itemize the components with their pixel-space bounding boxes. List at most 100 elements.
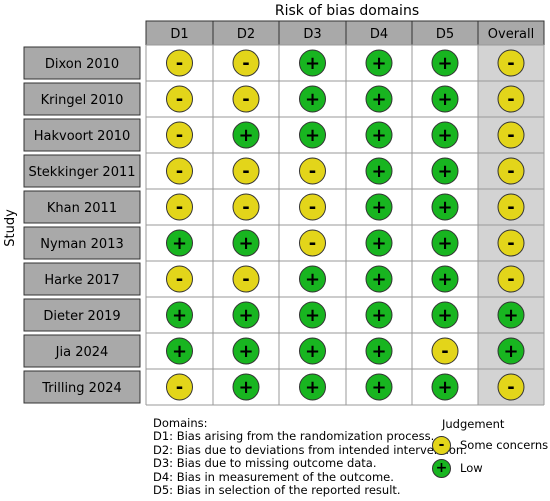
judgement-dot-some-concerns: [299, 157, 326, 185]
judgement-item-some-concerns: - Some concerns: [432, 436, 550, 456]
judgement-symbol: -: [507, 89, 514, 110]
judgement-dot-some-concerns: [166, 49, 193, 77]
judgement-dot-some-concerns: [232, 265, 260, 293]
judgement-dot-low: [365, 337, 393, 365]
column-header-d4: [345, 20, 413, 46]
judgement-dot-low: [166, 301, 193, 329]
judgement-symbol: +: [437, 125, 452, 146]
column-header-label: D1: [170, 27, 188, 42]
judgement-symbol: +: [371, 377, 386, 398]
judgement-symbol: -: [309, 161, 316, 182]
judgement-dot-low: [232, 229, 260, 257]
judgement-dot-low: [431, 193, 459, 221]
judgement-symbol: -: [309, 197, 316, 218]
judgement-symbol: -: [176, 197, 183, 218]
study-label: Stekkinger 2011: [28, 165, 135, 180]
judgement-dot-some-concerns: [232, 193, 260, 221]
judgement-dot-some-concerns: [166, 373, 193, 401]
judgement-dot-low: [365, 193, 393, 221]
study-label: Nyman 2013: [40, 237, 124, 252]
judgement-symbol: -: [176, 89, 183, 110]
judgement-symbol: +: [305, 89, 320, 110]
judgement-symbol: +: [172, 305, 187, 326]
judgement-symbol: +: [172, 341, 187, 362]
judgement-symbol: +: [437, 305, 452, 326]
judgement-label-some-concerns: Some concerns: [460, 438, 549, 452]
judgement-dot-some-concerns: [232, 85, 260, 113]
study-label: Hakvoort 2010: [34, 129, 131, 144]
judgement-symbol: -: [176, 377, 183, 398]
column-header-d5: [411, 20, 479, 46]
study-label-box: [23, 190, 141, 224]
judgement-dot-some-concerns: [431, 337, 459, 365]
judgement-dot-low: [299, 265, 326, 293]
judgement-symbol: -: [507, 233, 514, 254]
judgement-symbol: +: [371, 53, 386, 74]
domain-d2-description: D2: Bias due to deviations from intended…: [153, 442, 467, 457]
study-label: Khan 2011: [47, 201, 117, 216]
judgement-dot-low: [299, 301, 326, 329]
judgement-symbol: +: [305, 341, 320, 362]
judgement-dot-some-concerns: [166, 193, 193, 221]
judgement-dot-low: [365, 49, 393, 77]
judgement-symbol: +: [437, 53, 452, 74]
judgement-item-low: + Low: [432, 459, 550, 479]
minus-icon: -: [432, 436, 451, 455]
judgement-symbol: +: [437, 161, 452, 182]
judgement-dot-low: [431, 229, 459, 257]
judgement-dot-low: [166, 229, 193, 257]
judgement-symbol: +: [371, 305, 386, 326]
judgement-dot-low: [431, 301, 459, 329]
judgement-symbol: +: [503, 341, 518, 362]
study-label: Dieter 2019: [43, 309, 120, 324]
judgement-dot-low: [431, 265, 459, 293]
judgement-symbol: +: [238, 125, 253, 146]
judgement-dot-low: [431, 157, 459, 185]
chart-title: Risk of bias domains: [275, 3, 419, 19]
judgement-symbol: -: [507, 161, 514, 182]
judgement-symbol: +: [371, 125, 386, 146]
domain-d5-description: D5: Bias in selection of the reported re…: [153, 483, 401, 498]
study-label-box: [23, 370, 141, 404]
judgement-symbol: +: [371, 89, 386, 110]
judgement-dot-low: [299, 121, 326, 149]
study-label: Harke 2017: [44, 273, 119, 288]
judgement-dot-low: [232, 373, 260, 401]
judgement-symbol: -: [507, 377, 514, 398]
judgement-symbol: +: [437, 233, 452, 254]
study-label-box: [23, 226, 141, 260]
study-label-box: [23, 262, 141, 296]
judgement-symbol: +: [371, 197, 386, 218]
judgement-dot-some-concerns: [497, 85, 525, 113]
judgement-dot-some-concerns: [166, 121, 193, 149]
study-label-box: [23, 118, 141, 152]
judgement-symbol: +: [371, 233, 386, 254]
judgement-symbol: -: [309, 233, 316, 254]
judgement-symbol: -: [507, 125, 514, 146]
judgement-dot-some-concerns: [497, 373, 525, 401]
judgement-dot-some-concerns: [299, 193, 326, 221]
judgement-dot-some-concerns: [497, 121, 525, 149]
judgement-dot-some-concerns: [497, 49, 525, 77]
judgement-dot-low: [431, 121, 459, 149]
judgement-dot-low: [365, 265, 393, 293]
judgement-symbol: -: [176, 125, 183, 146]
judgement-dot-low: [431, 85, 459, 113]
judgement-symbol: +: [238, 341, 253, 362]
judgement-dot-low: [431, 49, 459, 77]
judgement-dot-low: [365, 157, 393, 185]
study-label-box: [23, 334, 141, 368]
study-label: Dixon 2010: [45, 57, 119, 72]
judgement-symbol: +: [172, 233, 187, 254]
judgement-dot-low: [232, 337, 260, 365]
study-label-box: [23, 154, 141, 188]
judgement-symbol: -: [441, 341, 448, 362]
judgement-symbol: -: [176, 53, 183, 74]
judgement-symbol: -: [242, 269, 249, 290]
judgement-dot-low: [365, 373, 393, 401]
judgement-symbol: +: [503, 305, 518, 326]
column-header-label: Overall: [488, 27, 534, 42]
judgement-dot-some-concerns: [299, 229, 326, 257]
judgement-dot-low: [299, 337, 326, 365]
